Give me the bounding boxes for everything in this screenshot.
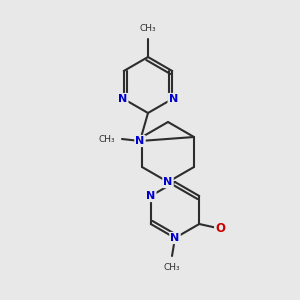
Text: N: N [118,94,128,104]
Text: CH₃: CH₃ [98,134,115,143]
Text: N: N [135,136,145,146]
Text: CH₃: CH₃ [140,24,156,33]
Text: N: N [146,191,155,201]
Text: N: N [169,94,178,104]
Text: N: N [170,233,180,243]
Text: N: N [164,177,172,187]
Text: CH₃: CH₃ [164,263,180,272]
Text: O: O [215,221,225,235]
